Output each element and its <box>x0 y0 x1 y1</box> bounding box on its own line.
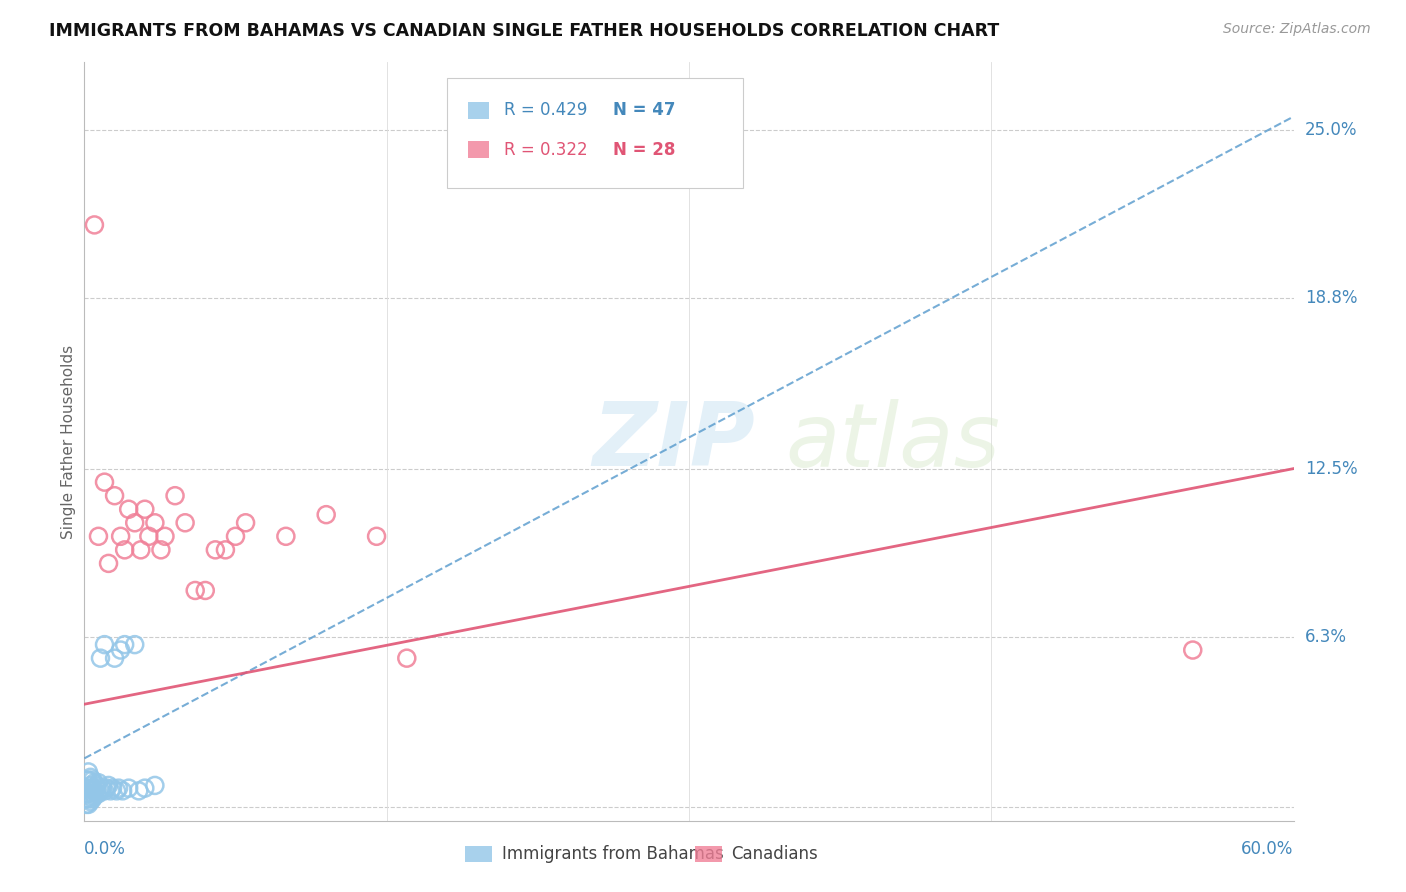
Point <box>214 542 236 557</box>
Point <box>82 792 104 806</box>
Point <box>75 787 97 801</box>
Point <box>110 529 132 543</box>
Point <box>184 583 207 598</box>
Point <box>111 784 134 798</box>
Point <box>93 475 115 490</box>
Point <box>100 784 122 798</box>
Point <box>82 781 104 796</box>
Point <box>274 529 297 543</box>
Text: 18.8%: 18.8% <box>1305 289 1357 307</box>
Point <box>118 781 141 796</box>
Point <box>138 529 160 543</box>
Point <box>77 772 100 787</box>
Text: 6.3%: 6.3% <box>1305 627 1347 646</box>
Point <box>315 508 337 522</box>
Text: Canadians: Canadians <box>731 845 818 863</box>
Point <box>75 781 97 796</box>
Text: atlas: atlas <box>786 399 1001 484</box>
Point <box>101 781 124 796</box>
Point <box>174 516 197 530</box>
Point <box>110 643 132 657</box>
Y-axis label: Single Father Households: Single Father Households <box>60 344 76 539</box>
Point <box>89 784 111 798</box>
FancyBboxPatch shape <box>447 78 744 187</box>
Point <box>128 784 150 798</box>
Text: N = 28: N = 28 <box>613 141 675 159</box>
Point <box>1181 643 1204 657</box>
Point <box>75 797 97 812</box>
Point <box>83 218 105 232</box>
Point <box>77 781 100 796</box>
Point <box>87 776 110 790</box>
Point <box>225 529 247 543</box>
Point <box>134 781 156 796</box>
Point <box>129 542 152 557</box>
Point <box>118 502 141 516</box>
Point <box>79 770 101 784</box>
Point <box>235 516 257 530</box>
Text: ZIP: ZIP <box>592 398 755 485</box>
Point <box>82 787 104 801</box>
Text: R = 0.322: R = 0.322 <box>503 141 588 159</box>
Point <box>89 651 111 665</box>
Point <box>93 784 115 798</box>
Point <box>79 784 101 798</box>
Text: N = 47: N = 47 <box>613 101 675 120</box>
Bar <box>465 846 492 863</box>
Point <box>87 529 110 543</box>
Text: 12.5%: 12.5% <box>1305 459 1357 477</box>
Text: IMMIGRANTS FROM BAHAMAS VS CANADIAN SINGLE FATHER HOUSEHOLDS CORRELATION CHART: IMMIGRANTS FROM BAHAMAS VS CANADIAN SING… <box>49 22 1000 40</box>
Point <box>114 638 136 652</box>
Point <box>91 781 114 796</box>
Point <box>124 638 146 652</box>
Point <box>114 542 136 557</box>
Point <box>83 789 105 804</box>
Point <box>75 772 97 787</box>
Text: 25.0%: 25.0% <box>1305 121 1357 139</box>
Text: Source: ZipAtlas.com: Source: ZipAtlas.com <box>1223 22 1371 37</box>
Point <box>105 784 128 798</box>
Bar <box>468 141 489 158</box>
Point <box>79 779 101 793</box>
Point <box>77 792 100 806</box>
Point <box>107 781 129 796</box>
Text: 0.0%: 0.0% <box>84 839 127 857</box>
Point <box>143 516 166 530</box>
Point <box>104 489 127 503</box>
Point <box>83 776 105 790</box>
Point <box>153 529 176 543</box>
Text: Immigrants from Bahamas: Immigrants from Bahamas <box>502 845 723 863</box>
Point <box>87 787 110 801</box>
Point <box>165 489 187 503</box>
Point <box>79 789 101 804</box>
Point <box>134 502 156 516</box>
Point <box>97 557 120 571</box>
Point <box>97 779 120 793</box>
Point <box>104 651 127 665</box>
Bar <box>695 846 721 863</box>
Point <box>194 583 217 598</box>
Point <box>395 651 418 665</box>
Point <box>86 787 108 801</box>
Bar <box>468 102 489 119</box>
Text: R = 0.429: R = 0.429 <box>503 101 588 120</box>
Point <box>143 779 166 793</box>
Point <box>82 772 104 787</box>
Point <box>93 638 115 652</box>
Point <box>77 764 100 779</box>
Text: 60.0%: 60.0% <box>1241 839 1294 857</box>
Point <box>149 542 172 557</box>
Point <box>86 779 108 793</box>
Point <box>366 529 388 543</box>
Point <box>75 792 97 806</box>
Point <box>77 797 100 812</box>
Point <box>83 784 105 798</box>
Point <box>124 516 146 530</box>
Point <box>204 542 226 557</box>
Point <box>79 795 101 809</box>
Point <box>96 781 118 796</box>
Point <box>77 787 100 801</box>
